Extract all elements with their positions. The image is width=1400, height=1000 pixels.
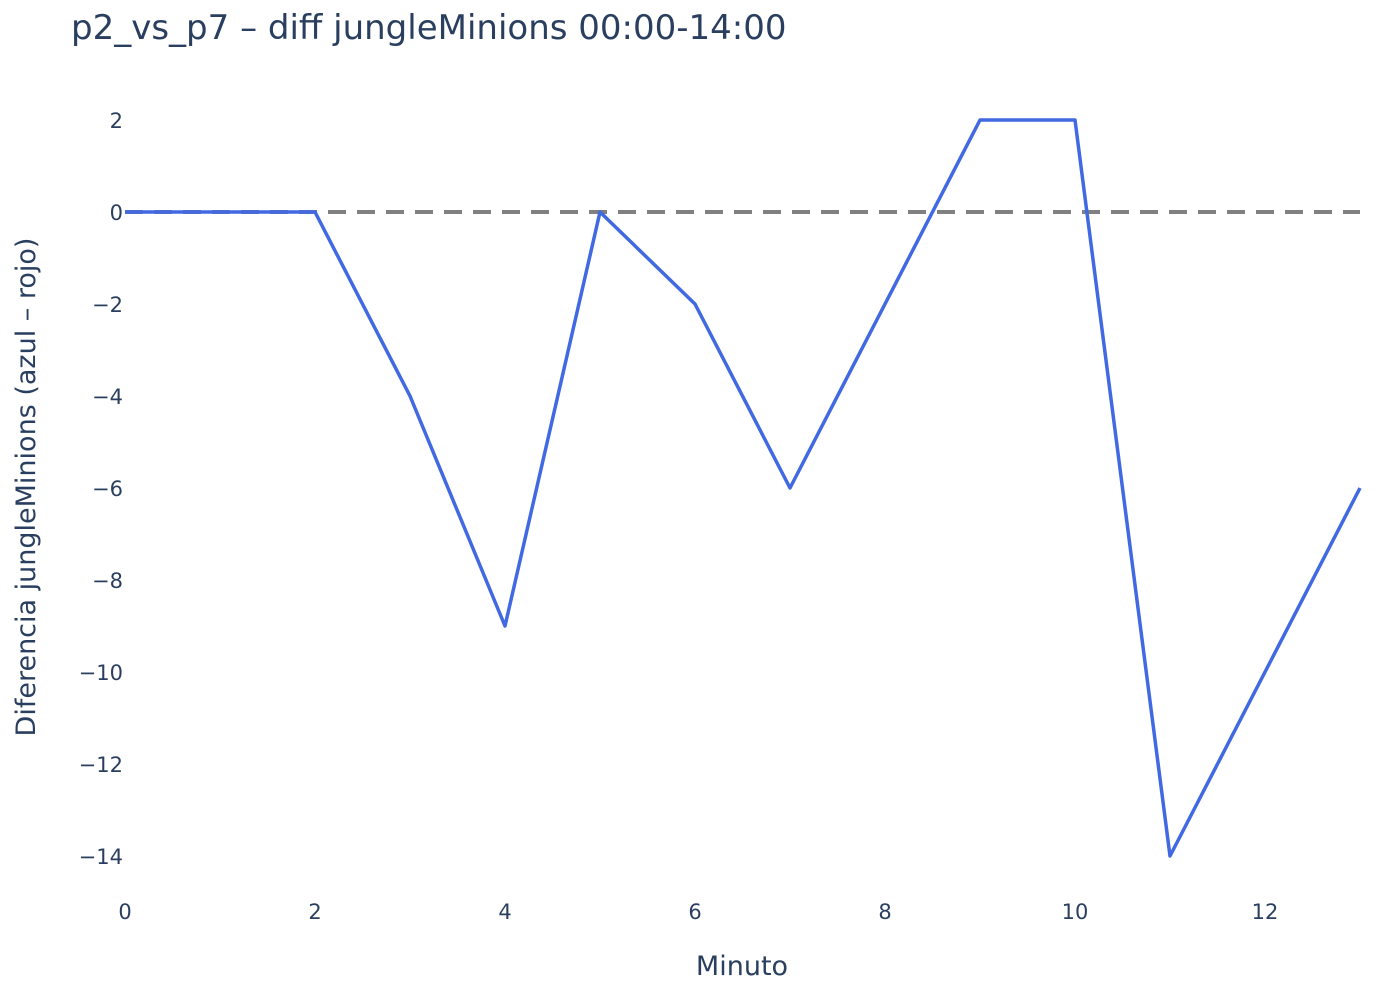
y-tick-label: −14 bbox=[79, 845, 123, 869]
x-axis-title: Minuto bbox=[696, 951, 788, 982]
chart-title: p2_vs_p7 – diff jungleMinions 00:00-14:0… bbox=[71, 8, 787, 48]
y-tick-label: −12 bbox=[79, 753, 123, 777]
y-tick-label: −2 bbox=[92, 293, 123, 317]
y-axis-title: Diferencia jungleMinions (azul – rojo) bbox=[11, 238, 42, 737]
x-tick-label: 6 bbox=[688, 900, 701, 924]
series-line bbox=[125, 118, 1362, 858]
y-tick-label: −6 bbox=[92, 477, 123, 501]
x-axis-ticks: 0 2 4 6 8 10 12 bbox=[118, 900, 1278, 924]
y-axis-ticks: 2 0 −2 −4 −6 −8 −10 −12 −14 bbox=[79, 109, 123, 869]
y-tick-label: −4 bbox=[92, 385, 123, 409]
x-tick-label: 12 bbox=[1252, 900, 1279, 924]
x-tick-label: 0 bbox=[118, 900, 131, 924]
series-group bbox=[125, 118, 1362, 858]
x-tick-label: 4 bbox=[498, 900, 511, 924]
y-tick-label: 0 bbox=[110, 201, 123, 225]
y-tick-label: −8 bbox=[92, 569, 123, 593]
y-tick-label: 2 bbox=[110, 109, 123, 133]
x-tick-label: 8 bbox=[878, 900, 891, 924]
x-tick-label: 2 bbox=[308, 900, 321, 924]
y-tick-label: −10 bbox=[79, 661, 123, 685]
x-tick-label: 10 bbox=[1062, 900, 1089, 924]
